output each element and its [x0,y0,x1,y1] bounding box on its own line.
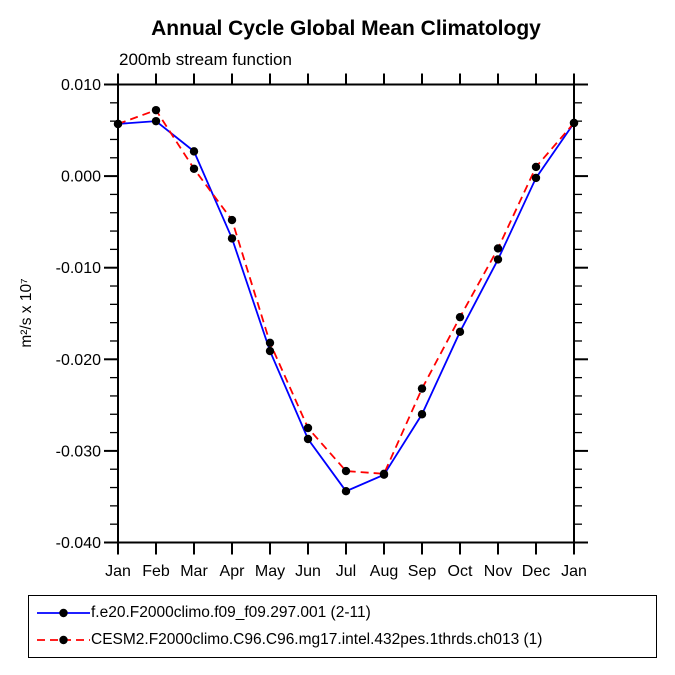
legend-label: f.e20.F2000climo.f09_f09.297.001 (2-11) [91,604,371,621]
x-tick-label: Apr [220,563,246,580]
data-point-marker [531,162,541,172]
data-point-marker [303,434,313,444]
data-point-marker [417,410,427,419]
data-point-marker [189,147,199,156]
y-tick-label: -0.040 [56,535,101,552]
x-tick-label: Jun [295,563,321,580]
x-tick-label: Feb [142,563,170,580]
data-point-marker [227,234,237,243]
y-tick-label: 0.010 [61,77,101,94]
legend-line-sample [37,608,90,618]
y-axis-title: m²/s x 10⁷ [18,278,35,347]
x-tick-label: Dec [522,563,550,580]
y-tick-label: -0.020 [56,352,101,369]
data-point-marker [531,173,541,183]
y-tick-label: 0.000 [61,169,101,186]
legend-box: f.e20.F2000climo.f09_f09.297.001 (2-11) … [28,595,657,658]
series-line-0 [117,120,575,493]
data-point-marker [303,423,313,433]
data-point-marker [341,466,351,476]
legend-line-sample [37,635,90,645]
plot-box [117,83,575,544]
x-tick-label: May [255,563,285,580]
data-point-marker [379,469,389,478]
data-point-marker [189,164,199,173]
x-tick-label: Oct [448,563,473,580]
x-tick-label: Jul [336,563,356,580]
data-point-marker [151,105,161,115]
chart-subtitle: 200mb stream function [119,50,292,69]
legend-item-series-1: CESM2.F2000climo.C96.C96.mg17.intel.432p… [29,630,656,650]
series-line-1 [117,109,575,475]
legend-sample-marker [59,635,68,645]
data-point-marker [569,118,579,128]
x-tick-label: Mar [180,563,208,580]
legend-label: CESM2.F2000climo.C96.C96.mg17.intel.432p… [91,631,543,648]
x-tick-label: Sep [408,563,437,580]
x-tick-label: Jan [105,563,131,580]
legend-item-series-0: f.e20.F2000climo.f09_f09.297.001 (2-11) [29,603,656,623]
data-point-marker [265,346,275,356]
x-tick-label: Jan [561,563,587,580]
data-point-marker [113,119,123,129]
legend-sample-marker [59,608,68,618]
x-tick-label: Nov [484,563,512,580]
y-tick-label: -0.010 [56,260,101,277]
x-tick-label: Aug [370,563,398,580]
data-point-marker [151,116,161,126]
data-point-marker [417,384,427,393]
y-tick-label: -0.030 [56,443,101,460]
data-point-marker [227,215,237,225]
data-point-marker [455,327,465,337]
data-point-marker [493,244,503,253]
data-point-marker [341,487,351,496]
chart-title: Annual Cycle Global Mean Climatology [151,17,541,40]
data-point-marker [265,338,275,348]
data-point-marker [455,312,465,322]
data-point-marker [493,255,503,264]
